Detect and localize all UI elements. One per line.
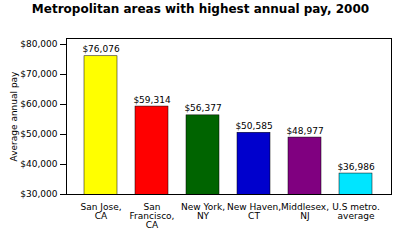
svg-text:$48,977: $48,977 bbox=[286, 126, 323, 136]
svg-text:$60,000: $60,000 bbox=[20, 99, 57, 109]
svg-text:$50,585: $50,585 bbox=[235, 121, 272, 131]
svg-text:$50,000: $50,000 bbox=[20, 129, 57, 139]
svg-text:$80,000: $80,000 bbox=[20, 39, 57, 49]
svg-text:Average annual pay: Average annual pay bbox=[9, 71, 19, 162]
svg-text:$76,076: $76,076 bbox=[82, 44, 119, 54]
svg-text:$40,000: $40,000 bbox=[20, 159, 57, 169]
svg-text:SanFrancisco,CA: SanFrancisco,CA bbox=[130, 202, 175, 230]
svg-text:New York,NY: New York,NY bbox=[181, 202, 225, 221]
svg-text:$59,314: $59,314 bbox=[133, 95, 170, 105]
svg-text:$70,000: $70,000 bbox=[20, 69, 57, 79]
html-text:Metropolitan areas with highes: Metropolitan areas with highest annual p… bbox=[31, 2, 370, 16]
svg-text:San Jose,CA: San Jose,CA bbox=[80, 202, 121, 221]
svg-text:New Haven,CT: New Haven,CT bbox=[227, 202, 281, 221]
svg-text:$36,986: $36,986 bbox=[337, 162, 374, 172]
svg-text:$30,000: $30,000 bbox=[20, 189, 57, 199]
svg-text:Middlesex,NJ: Middlesex,NJ bbox=[281, 202, 329, 221]
svg-text:U.S metro.average: U.S metro.average bbox=[332, 202, 380, 221]
svg-text:$56,377: $56,377 bbox=[184, 103, 221, 113]
